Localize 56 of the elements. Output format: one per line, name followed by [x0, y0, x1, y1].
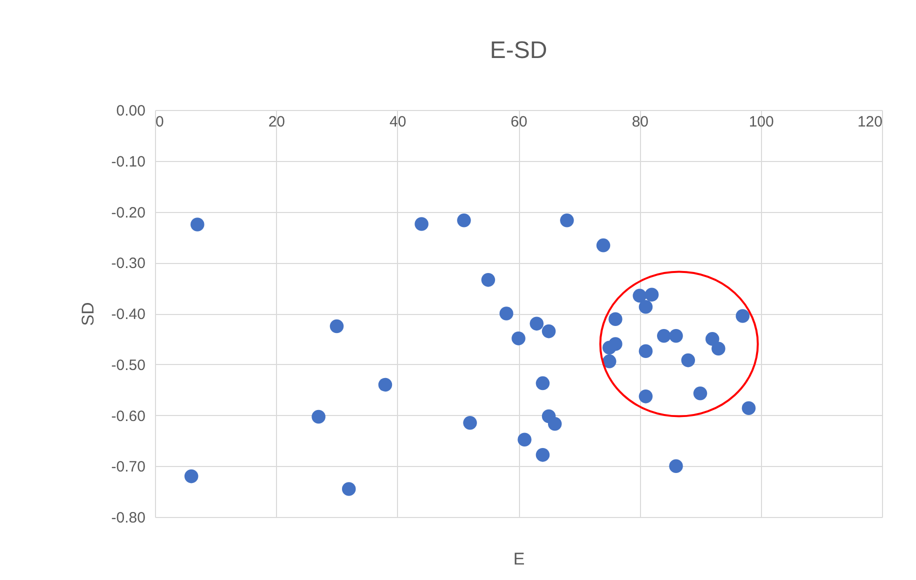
chart-title: E-SD	[490, 37, 548, 64]
point	[499, 306, 514, 320]
point	[638, 344, 653, 358]
y-tick-label: -0.80	[111, 510, 146, 526]
point	[481, 273, 496, 287]
x-axis-title: E	[513, 550, 525, 568]
y-tick-label: -0.10	[111, 153, 146, 170]
point	[330, 319, 344, 334]
point	[457, 214, 471, 228]
point	[548, 417, 562, 431]
point	[190, 218, 204, 232]
point	[742, 401, 756, 416]
point	[705, 332, 720, 346]
point	[608, 312, 622, 326]
y-tick-label: 0.00	[116, 102, 146, 120]
y-tick-label: -0.30	[111, 255, 146, 272]
point	[312, 410, 326, 424]
point	[342, 482, 356, 496]
y-tick-label: -0.40	[111, 306, 146, 323]
x-tick-label: 60	[510, 114, 528, 130]
y-tick-label: -0.50	[111, 356, 146, 374]
x-tick-label: 100	[748, 114, 774, 130]
point	[608, 337, 622, 351]
point	[536, 376, 550, 390]
point	[530, 316, 544, 331]
y-tick-label: -0.60	[111, 408, 146, 425]
point	[542, 324, 556, 338]
point	[463, 416, 477, 430]
point	[560, 214, 574, 228]
point	[693, 386, 708, 400]
point	[638, 390, 653, 404]
point	[536, 448, 550, 462]
point	[184, 469, 198, 484]
y-tick-label: -0.70	[111, 458, 146, 476]
point	[712, 342, 726, 356]
point	[518, 432, 532, 447]
point	[632, 288, 647, 303]
point	[602, 354, 616, 368]
point	[669, 329, 683, 343]
x-tick-label: 80	[632, 114, 649, 130]
x-tick-label: 120	[857, 114, 882, 130]
x-tick-label: 20	[268, 114, 286, 130]
point	[644, 288, 659, 302]
y-axis-title: SD	[78, 302, 98, 326]
x-tick-label: 40	[389, 114, 406, 130]
point	[638, 300, 653, 314]
point	[681, 353, 696, 368]
point	[512, 332, 526, 346]
point	[669, 459, 683, 474]
point	[414, 217, 428, 231]
point	[596, 238, 610, 252]
x-tick-label: 0	[156, 114, 164, 130]
point	[378, 378, 392, 392]
y-tick-label: -0.20	[111, 204, 146, 222]
point	[657, 329, 671, 343]
point	[736, 309, 750, 323]
